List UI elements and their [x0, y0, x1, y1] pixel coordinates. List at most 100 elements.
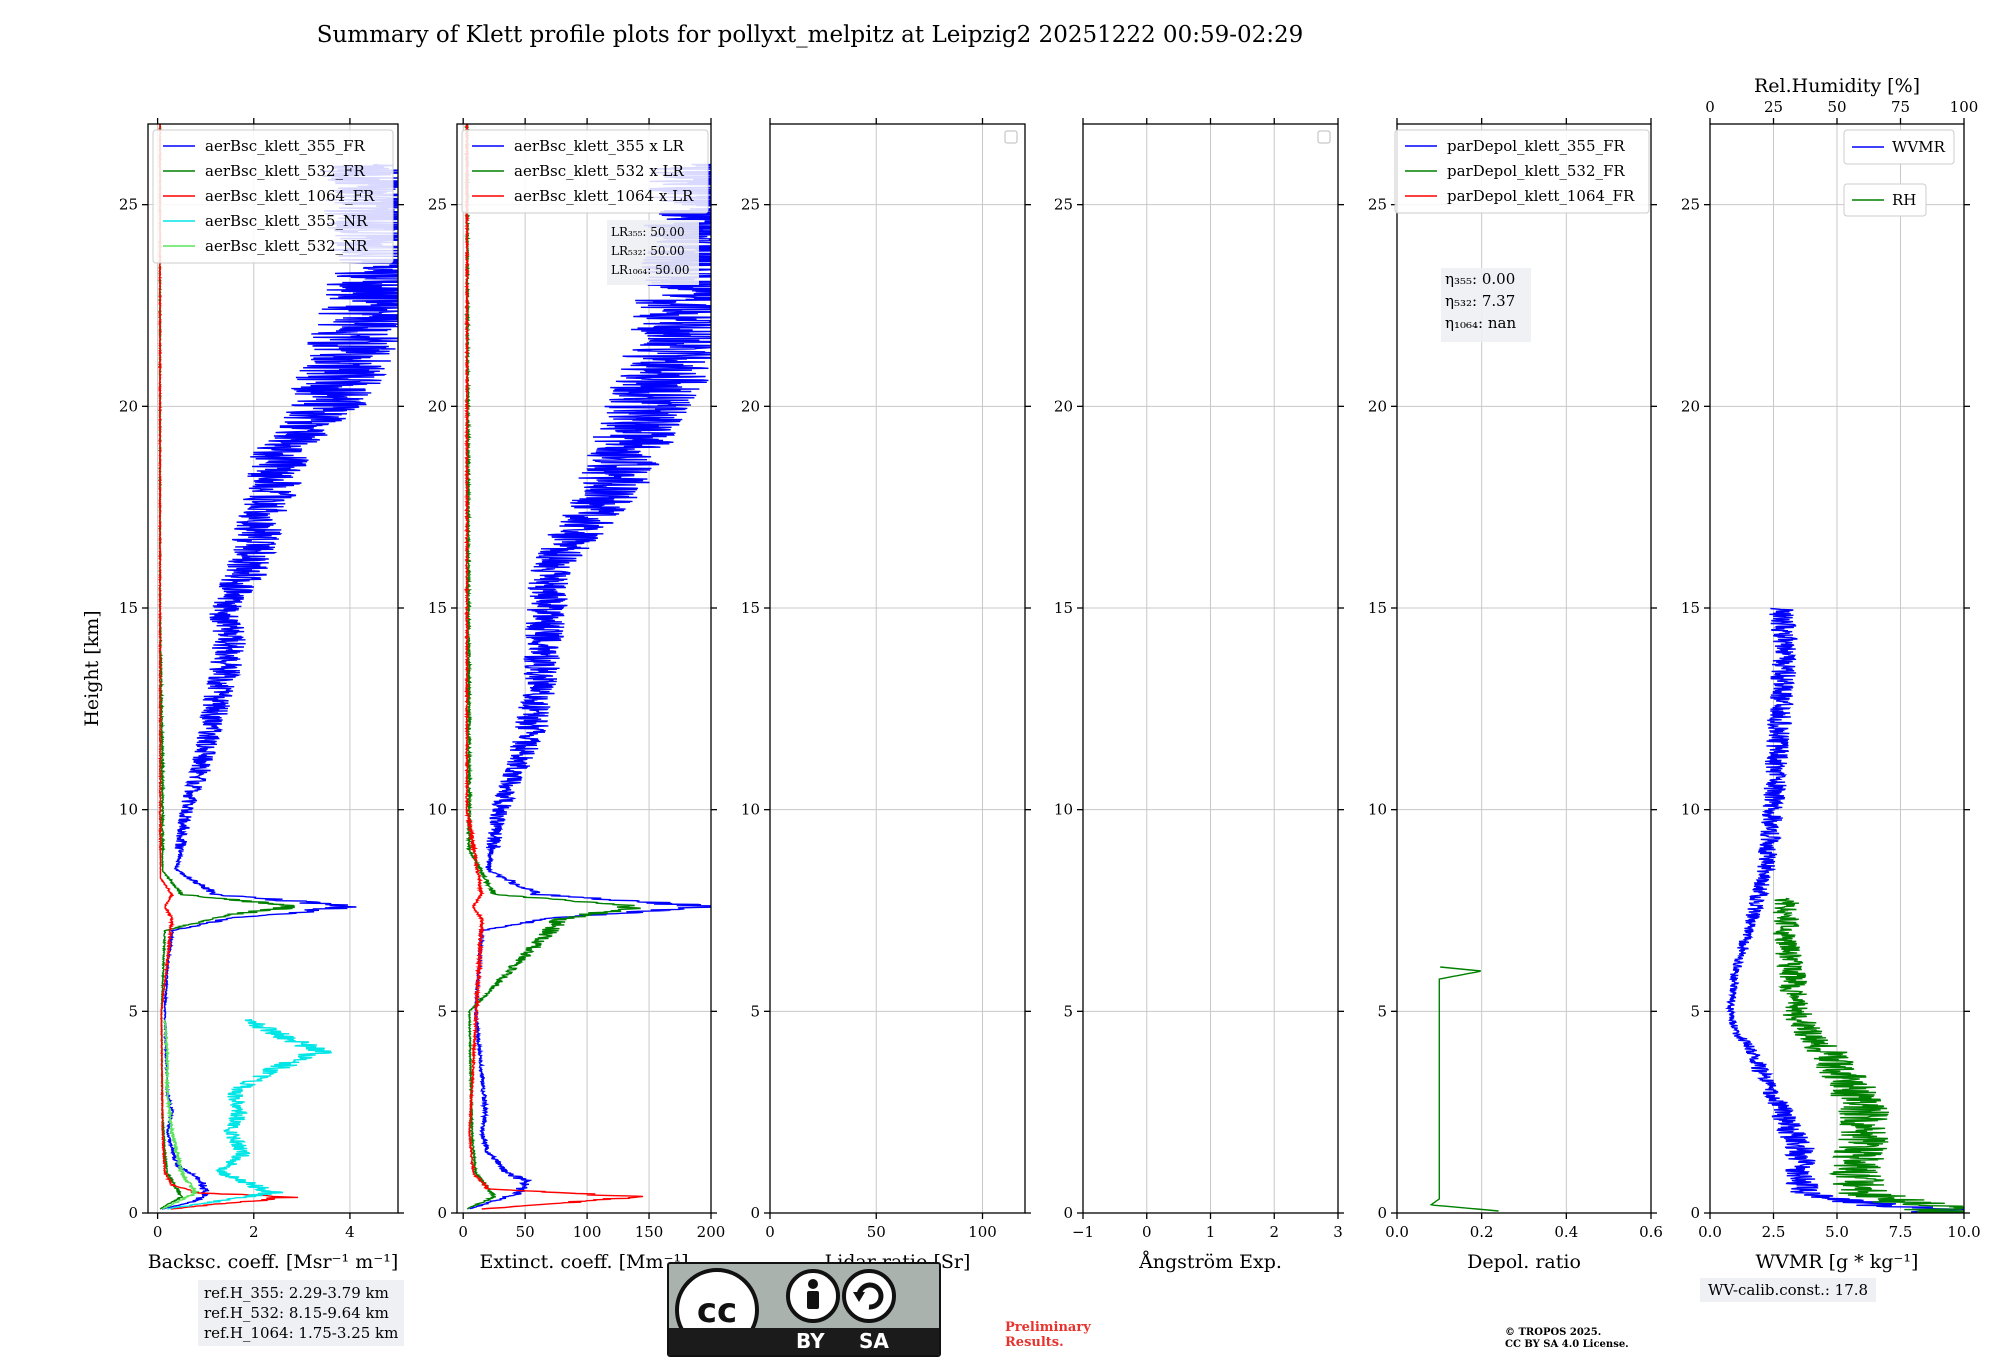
y-tick-label: 20 — [1368, 397, 1387, 415]
legend-box — [152, 129, 394, 264]
legend-label: parDepol_klett_355_FR — [1447, 137, 1625, 155]
series-group — [157, 124, 398, 1210]
x-tick-label: 0.0 — [1385, 1223, 1409, 1241]
cc-license-badge: cc BY SA — [667, 1262, 941, 1357]
reference-height-box: ref.H_355: 2.29-3.79 km ref.H_532: 8.15-… — [198, 1280, 405, 1346]
annotation-label: LR₃₅₅: 50.00 — [611, 225, 685, 239]
figure-title: Summary of Klett profile plots for polly… — [316, 22, 1304, 48]
legend-label: aerBsc_klett_355_NR — [205, 212, 368, 230]
ref-height-532: ref.H_532: 8.15-9.64 km — [204, 1304, 389, 1322]
y-tick-label: 10 — [1054, 801, 1073, 819]
y-tick-label: 25 — [428, 196, 447, 214]
series-group — [1724, 607, 1964, 1213]
series-line-aerBsc-klett-355-NR — [167, 1019, 332, 1210]
x-tick-label: 10.0 — [1947, 1223, 1980, 1241]
panel-ext: 0 5 10 15 20 25 0 50 100 150 200 Extinct. coeff. [M… — [428, 118, 726, 1273]
x-tick-label: 0 — [153, 1223, 163, 1241]
series-line-aerBsc-klett-355-x-LR — [469, 163, 711, 1210]
annotation-box — [1441, 268, 1531, 342]
x-axis-label: Depol. ratio — [1467, 1251, 1581, 1273]
panel-bsc: 0 5 10 15 20 25 0 2 4 Backsc. coeff. [Msr⁻¹ m⁻¹] H… — [81, 118, 404, 1273]
y-tick-label: 20 — [119, 397, 138, 415]
x-tick-label: 2 — [1269, 1223, 1279, 1241]
legend-box-wvmr — [1843, 129, 1955, 165]
annotation-label: η₁₀₆₄: nan — [1445, 314, 1516, 332]
y-axis-label: Height [km] — [81, 610, 103, 726]
y-tick-label: 25 — [1054, 196, 1073, 214]
preliminary-line-1: Preliminary — [1005, 1320, 1091, 1335]
legend-box-empty — [1317, 130, 1331, 144]
annotation-box — [607, 220, 699, 285]
svg-text:cc: cc — [697, 1291, 737, 1331]
y-tick-label: 15 — [119, 599, 138, 617]
x-tick-label: −1 — [1072, 1223, 1094, 1241]
x-tick-label: 4 — [345, 1223, 355, 1241]
x-axis-label: Extinct. coeff. [Mm⁻¹] — [479, 1251, 688, 1273]
y-tick-label: 10 — [1681, 801, 1700, 819]
y-tick-label: 5 — [437, 1002, 447, 1020]
x2-tick-label: 0 — [1705, 98, 1715, 116]
y-tick-label: 25 — [119, 196, 138, 214]
x-tick-label: 0 — [458, 1223, 468, 1241]
y-tick-label: 25 — [741, 196, 760, 214]
y-tick-label: 5 — [128, 1002, 138, 1020]
x-tick-label: 7.5 — [1889, 1223, 1913, 1241]
legend-box — [461, 129, 709, 214]
series-line-WVMR — [1724, 607, 1964, 1213]
series-line-parDepol-klett-532-FR — [1429, 966, 1499, 1212]
x-tick-label: 2 — [249, 1223, 259, 1241]
legend-box-rh — [1843, 183, 1927, 217]
x-tick-label: 50 — [867, 1223, 886, 1241]
x-tick-label: 2.5 — [1762, 1223, 1786, 1241]
y-tick-label: 15 — [428, 599, 447, 617]
x-tick-label: 150 — [635, 1223, 664, 1241]
x2-tick-label: 75 — [1891, 98, 1910, 116]
x-tick-label: 0.0 — [1698, 1223, 1722, 1241]
x-tick-label: 0.6 — [1639, 1223, 1663, 1241]
panel-frame — [769, 123, 1026, 1214]
x-tick-label: 0.4 — [1554, 1223, 1578, 1241]
y-tick-label: 10 — [428, 801, 447, 819]
annotation-label: LR₁₀₆₄: 50.00 — [611, 263, 689, 277]
y-tick-label: 0 — [1377, 1204, 1387, 1222]
x-tick-label: 0.2 — [1470, 1223, 1494, 1241]
x-tick-label: 50 — [516, 1223, 535, 1241]
x-tick-label: 5.0 — [1825, 1223, 1849, 1241]
panel-wv: 0 5 10 15 20 25 0.0 2.5 5.0 7.5 10.0 WVMR [g * kg⁻¹… — [1681, 75, 1981, 1273]
wv-calibration-box: WV-calib.const.: 17.8 — [1700, 1278, 1877, 1302]
y-tick-label: 10 — [1368, 801, 1387, 819]
y-tick-label: 0 — [1690, 1204, 1700, 1222]
x-axis-label: WVMR [g * kg⁻¹] — [1756, 1251, 1919, 1273]
y-tick-label: 10 — [741, 801, 760, 819]
series-line-aerBsc-klett-1064-FR — [157, 124, 299, 1210]
annotation-label: η₃₅₅: 0.00 — [1445, 270, 1515, 288]
y-tick-label: 20 — [741, 397, 760, 415]
legend-box — [1394, 129, 1650, 214]
legend-label: aerBsc_klett_355_FR — [205, 137, 365, 155]
x-tick-label: 200 — [697, 1223, 726, 1241]
x-tick-label: 1 — [1206, 1223, 1216, 1241]
y-tick-label: 20 — [1054, 397, 1073, 415]
x-axis-label: Backsc. coeff. [Msr⁻¹ m⁻¹] — [148, 1251, 399, 1273]
x-tick-label: 0 — [1142, 1223, 1152, 1241]
panel-dep: 0 5 10 15 20 25 0.0 0.2 0.4 0.6 Depol. ratio parDep… — [1368, 118, 1663, 1273]
preliminary-line-2: Results. — [1005, 1335, 1064, 1350]
annotation-label: LR₅₃₂: 50.00 — [611, 244, 685, 258]
x2-tick-label: 50 — [1827, 98, 1846, 116]
y-tick-label: 15 — [1054, 599, 1073, 617]
legend-label: aerBsc_klett_1064_FR — [205, 187, 375, 205]
y-tick-label: 5 — [750, 1002, 760, 1020]
panel-frame — [456, 123, 712, 1214]
ref-height-355: ref.H_355: 2.29-3.79 km — [204, 1284, 389, 1302]
share-alike-icon — [842, 1269, 896, 1323]
copyright-line-1: © TROPOS 2025. — [1505, 1327, 1602, 1338]
x2-axis-label: Rel.Humidity [%] — [1754, 75, 1920, 97]
y-tick-label: 15 — [741, 599, 760, 617]
legend-label: parDepol_klett_1064_FR — [1447, 187, 1635, 205]
x-tick-label: 3 — [1333, 1223, 1343, 1241]
y-tick-label: 15 — [1681, 599, 1700, 617]
cc-badge-by: BY — [796, 1329, 825, 1353]
panel-frame — [1396, 123, 1652, 1214]
copyright-line-2: CC BY SA 4.0 License. — [1505, 1339, 1629, 1350]
